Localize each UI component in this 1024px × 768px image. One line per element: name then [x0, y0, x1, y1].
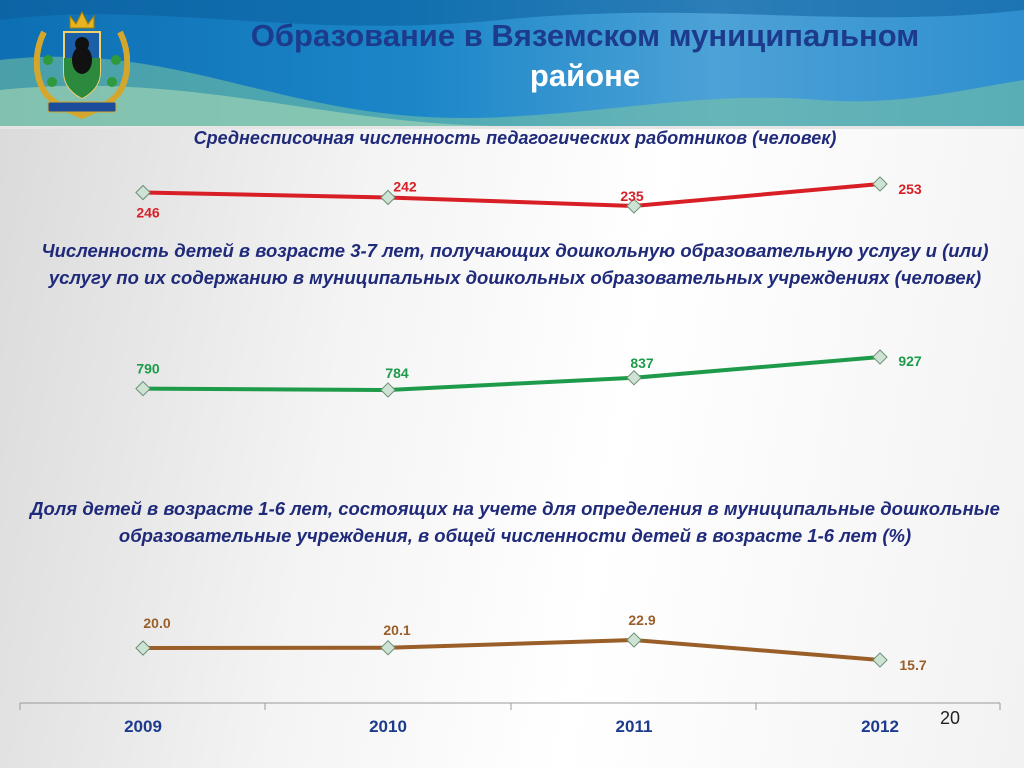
teacher-series-caption: Среднесписочная численность педагогическ… — [193, 128, 837, 148]
data-label: 784 — [385, 365, 409, 381]
header-banner: Образование в Вяземском муниципальном ра… — [0, 0, 1024, 128]
series-group: 246 242 235 253 790 784 837 927 20.0 20.1 22.9 15.7 — [135, 176, 927, 673]
data-label: 22.9 — [628, 612, 655, 628]
data-label: 253 — [898, 181, 922, 197]
data-point-marker — [135, 640, 151, 656]
data-label: 20.1 — [383, 622, 410, 638]
preschool-series-caption: Численность детей в возрасте 3-7 лет, по… — [41, 240, 989, 288]
data-point-marker — [135, 184, 151, 201]
data-point-marker — [135, 380, 151, 397]
x-tick-label-2010: 2010 — [369, 717, 407, 736]
data-point-marker — [872, 652, 888, 668]
x-tick-label-2012: 2012 — [861, 717, 899, 736]
share-series-caption: Доля детей в возрасте 1-6 лет, состоящих… — [30, 498, 1000, 546]
series-teacher: 246 242 235 253 — [135, 176, 922, 221]
x-axis: 2009 2010 2011 2012 — [19, 702, 1001, 736]
series-line-teacher — [142, 182, 881, 208]
data-point-marker — [872, 349, 888, 365]
series-preschool: 790 784 837 927 — [135, 349, 922, 398]
data-label: 242 — [393, 178, 417, 194]
series-line-share — [142, 638, 881, 662]
data-label: 790 — [136, 361, 160, 377]
coat-of-arms-icon — [34, 10, 130, 120]
data-point-marker — [380, 189, 396, 206]
data-label: 927 — [898, 353, 922, 369]
data-point-marker — [626, 198, 642, 214]
data-point-marker — [380, 382, 396, 398]
data-point-marker — [872, 176, 888, 192]
slide-number: 20 — [940, 708, 961, 728]
title-line-1: Образование в Вяземском муниципальном — [250, 18, 920, 53]
data-point-marker — [380, 639, 396, 656]
data-label: 837 — [630, 355, 654, 371]
data-label: 235 — [620, 188, 644, 204]
data-label: 246 — [136, 205, 160, 221]
data-point-marker — [626, 369, 642, 386]
series-share: 20.0 20.1 22.9 15.7 — [135, 612, 927, 673]
title-line-2: районе — [529, 58, 641, 93]
x-tick-label-2009: 2009 — [124, 717, 162, 736]
data-label: 15.7 — [899, 657, 926, 673]
header-divider — [0, 126, 1024, 129]
header-wave — [0, 0, 1024, 128]
data-label: 20.0 — [143, 615, 170, 631]
x-tick-label-2011: 2011 — [616, 717, 653, 736]
data-point-marker — [626, 632, 642, 648]
slide-title: Образование в Вяземском муниципальном ра… — [200, 16, 970, 96]
series-line-preschool — [142, 355, 881, 392]
